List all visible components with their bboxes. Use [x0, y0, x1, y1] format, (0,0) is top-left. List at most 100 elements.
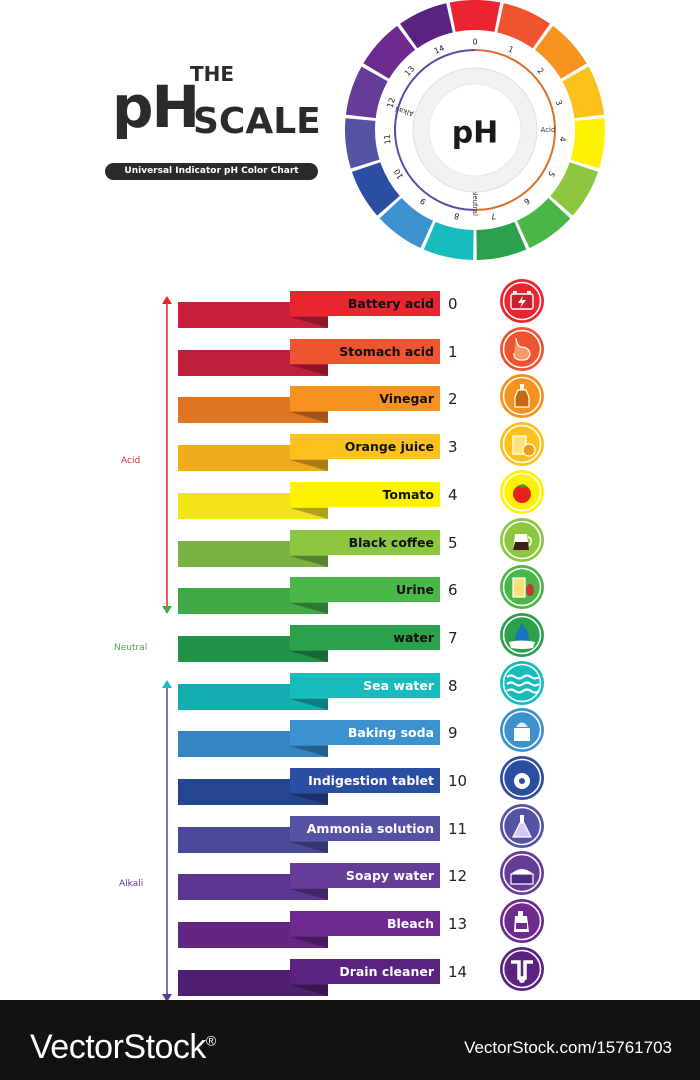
ph-level-row: Drain cleaner 14: [0, 946, 700, 1005]
ribbon-fold: [290, 317, 328, 328]
substance-ribbon: Battery acid: [290, 291, 440, 316]
ribbon-fold: [290, 603, 328, 615]
wheel-segment: [497, 3, 550, 49]
ph-value: 13: [448, 915, 468, 934]
baking-soda-icon: [500, 708, 544, 753]
ribbon-fold: [290, 746, 328, 758]
wheel-segment: [423, 221, 474, 260]
ph-level-row: water 7: [0, 612, 700, 671]
wheel-number: 8: [453, 211, 460, 221]
wheel-segment: [449, 0, 501, 32]
tomato-icon: [500, 469, 544, 514]
battery-icon: [500, 279, 544, 323]
ph-level-row: Battery acid 0: [0, 279, 700, 337]
substance-label: Tomato: [382, 486, 434, 502]
ph-level-row: Vinegar 2: [0, 374, 700, 432]
drain-cleaner-icon: [500, 946, 544, 991]
wheel-segment: [570, 118, 605, 169]
ribbon-fold: [290, 460, 328, 472]
substance-ribbon: Orange juice: [290, 434, 440, 460]
image-id: VectorStock.com/15761703: [464, 1038, 672, 1057]
alkali-arc: [394, 49, 476, 211]
substance-ribbon: water: [290, 624, 440, 650]
ribbon-fold: [290, 889, 328, 901]
title-ph: pH: [112, 73, 200, 141]
substance-ribbon: Urine: [290, 577, 440, 603]
acid-arc: [474, 49, 556, 211]
wheel-segment: [476, 221, 527, 260]
neutral-label: Neutral: [114, 643, 148, 653]
substance-ribbon: Tomato: [290, 481, 440, 507]
substance-ribbon: Soapy water: [290, 863, 440, 889]
ribbon-fold: [290, 555, 328, 567]
title-the: THE: [190, 62, 235, 86]
ph-level-row: Urine 6: [0, 565, 700, 623]
soapy-water-icon: [500, 851, 544, 896]
ph-value: 10: [448, 772, 468, 790]
wheel-number: 7: [490, 211, 497, 221]
wheel-segment: [345, 118, 380, 169]
ph-level-row: Baking soda 9: [0, 708, 700, 766]
wheel-number: 6: [522, 196, 531, 206]
ph-value: 3: [448, 438, 458, 457]
wheel-number: 9: [419, 196, 428, 206]
wheel-center-label: pH: [452, 116, 499, 151]
wheel-segment: [516, 197, 571, 249]
substance-ribbon: Ammonia solution: [290, 815, 440, 841]
wheel-number: 2: [535, 66, 545, 76]
water-drop-icon: [500, 612, 544, 657]
acid-label: Acid: [121, 456, 141, 466]
substance-label: Stomach acid: [339, 343, 434, 359]
ph-value: 4: [448, 485, 458, 504]
ph-value: 7: [448, 628, 458, 647]
ph-level-row: Indigestion tablet 10: [0, 756, 700, 814]
alkali-label: Alkali: [119, 879, 144, 889]
vinegar-bottle-icon: [500, 374, 544, 419]
ribbon-fold: [290, 507, 328, 519]
wheel-number: 4: [558, 136, 567, 142]
substance-label: water: [393, 629, 434, 645]
ph-value: 2: [448, 390, 458, 409]
ph-level-row: Ammonia solution 11: [0, 803, 700, 862]
wheel-number: 1: [507, 44, 515, 54]
substance-label: Bleach: [386, 916, 434, 932]
ribbon-fold: [290, 794, 328, 805]
wheel-number: 10: [392, 167, 405, 180]
ph-level-row: Tomato 4: [0, 469, 700, 528]
wheel-segment: [400, 3, 453, 49]
substance-label: Baking soda: [347, 725, 434, 741]
wheel-segment: [379, 197, 434, 249]
ph-level-row: Sea water 8: [0, 660, 700, 719]
wheel-acid-label: Acid: [541, 126, 556, 134]
title-scale: SCALE: [193, 101, 321, 142]
orange-juice-icon: [500, 422, 544, 467]
wheel-neutral-label: Neutral: [471, 190, 479, 216]
substance-label: Black coffee: [348, 534, 434, 550]
vectorstock-logo: VectorStock®: [30, 1028, 216, 1066]
substance-label: Urine: [396, 582, 434, 598]
wheel-segment: [345, 66, 388, 119]
substance-ribbon: Black coffee: [290, 529, 440, 555]
ph-value: 11: [448, 819, 468, 838]
wheel-number: 5: [546, 170, 556, 179]
urine-sample-icon: [500, 565, 544, 610]
substance-ribbon: Stomach acid: [290, 338, 440, 364]
ph-scale-list: Battery acid 0 Stomach acid 1 Vinegar 2 Orange…: [0, 279, 700, 996]
ph-level-row: Stomach acid 1: [0, 326, 700, 385]
acid-range-arrow: [162, 296, 172, 614]
wheel-center-face: [428, 83, 522, 177]
stomach-icon: [500, 326, 544, 371]
wheel-number: 3: [554, 99, 564, 107]
indigestion-tablet-icon: [500, 756, 544, 800]
ph-level-row: Bleach 13: [0, 899, 700, 957]
ribbon-fold: [290, 698, 328, 710]
ph-value: 1: [448, 342, 458, 361]
bleach-bottle-icon: [500, 899, 544, 944]
substance-label: Drain cleaner: [339, 963, 434, 979]
ph-level-row: Black coffee 5: [0, 517, 700, 576]
ph-value: 6: [448, 581, 458, 600]
ribbon-fold: [290, 650, 328, 662]
substance-label: Battery acid: [347, 296, 434, 311]
wheel-segment: [351, 162, 400, 216]
